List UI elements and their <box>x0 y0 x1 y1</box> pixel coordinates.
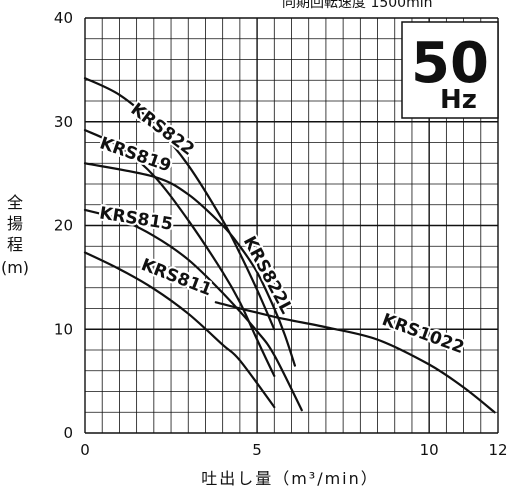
x-axis-title: 吐出し量（m³/min） <box>201 469 379 488</box>
curve-label-krs1022: KRS1022 <box>379 310 466 358</box>
curve-label-krs822l: KRS822L <box>239 233 297 317</box>
x-tick-label: 12 <box>488 441 507 459</box>
frequency-unit: Hz <box>440 85 477 115</box>
curve-label-krs811: KRS811 <box>138 255 214 300</box>
x-tick-label: 10 <box>420 441 439 459</box>
y-axis-title-char-3: 程 <box>7 235 23 254</box>
y-tick-label: 20 <box>54 217 73 235</box>
frequency-value: 50 <box>411 31 489 96</box>
series-line-krs1022 <box>214 301 496 414</box>
y-axis-title-char-1: 全 <box>7 193 23 212</box>
series-line-krs822l <box>83 162 296 367</box>
y-tick-labels: 0 10 20 30 40 <box>54 9 73 442</box>
y-tick-label: 30 <box>54 113 73 131</box>
series-line-krs822 <box>83 77 276 331</box>
curve-label-krs815: KRS815 <box>98 203 174 234</box>
y-tick-label: 40 <box>54 9 73 27</box>
grid <box>84 17 499 434</box>
synchronous-speed-note: 同期回転速度 1500min <box>282 0 432 11</box>
x-tick-labels: 0 5 10 12 <box>80 441 507 459</box>
series-line-krs815 <box>83 208 303 412</box>
frequency-badge: 50 Hz <box>401 21 499 119</box>
series-line-krs811 <box>83 251 276 409</box>
y-tick-label: 0 <box>63 424 73 442</box>
x-tick-label: 5 <box>252 441 262 459</box>
y-tick-label: 10 <box>54 320 73 338</box>
y-axis-title-char-2: 揚 <box>7 214 23 233</box>
y-axis-title-unit: (m) <box>1 258 29 277</box>
series-curves <box>83 77 496 414</box>
x-tick-label: 0 <box>80 441 90 459</box>
y-axis-title: 全 揚 程 (m) <box>1 193 29 277</box>
series-line-krs819 <box>83 129 276 377</box>
